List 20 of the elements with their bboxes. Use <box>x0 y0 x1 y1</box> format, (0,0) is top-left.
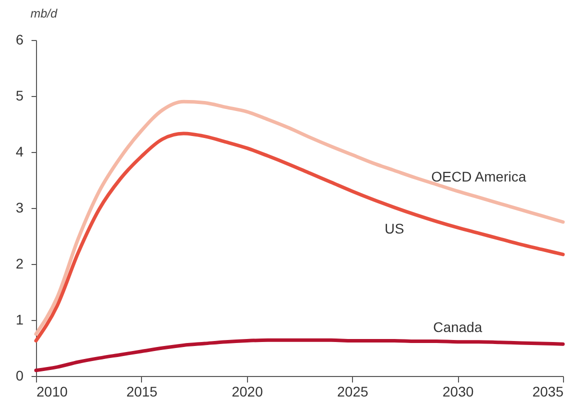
y-axis-title: mb/d <box>30 6 58 20</box>
line-series <box>34 132 565 342</box>
line-series <box>34 100 565 336</box>
x-tick-label: 2010 <box>36 384 68 400</box>
series-label: US <box>384 220 404 236</box>
x-tick-label: 2025 <box>337 384 368 400</box>
x-tick-label: 2015 <box>126 384 158 400</box>
x-tick-label: 2020 <box>232 384 264 400</box>
y-tick-label: 3 <box>16 200 24 216</box>
y-tick-label: 2 <box>16 256 24 272</box>
series-label: Canada <box>433 318 482 335</box>
x-tick-label: 2030 <box>442 384 474 400</box>
series-label: OECD America <box>431 168 526 184</box>
y-tick-label: 4 <box>16 144 24 160</box>
y-tick-label: 0 <box>16 368 24 384</box>
line-series <box>34 338 565 372</box>
y-tick-label: 6 <box>16 32 24 48</box>
x-tick-label: 2035 <box>532 384 564 400</box>
y-tick-label: 5 <box>16 88 24 104</box>
y-tick-label: 1 <box>16 312 24 328</box>
